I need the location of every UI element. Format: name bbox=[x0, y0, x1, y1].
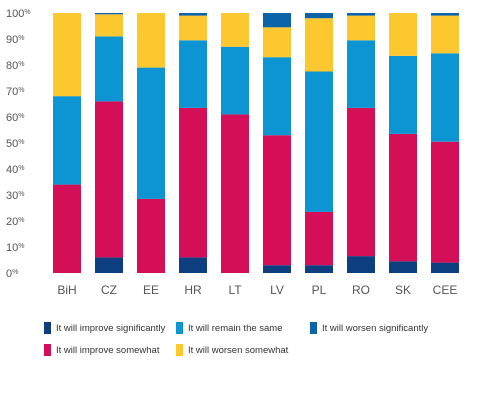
bar-segment-ee-it-will-worsen-somewhat bbox=[137, 13, 165, 68]
bar-segment-bih-it-will-worsen-somewhat bbox=[53, 13, 81, 97]
legend-item: It will worsen significantly bbox=[310, 322, 428, 334]
bar-segment-pl-it-will-improve-significantly bbox=[305, 265, 333, 273]
bar-segment-lv-it-will-improve-significantly bbox=[263, 265, 291, 273]
x-tick-label: CZ bbox=[101, 283, 117, 297]
bar-segment-pl-it-will-improve-somewhat bbox=[305, 211, 333, 266]
y-tick-label: 100% bbox=[6, 8, 31, 20]
legend-item: It will improve significantly bbox=[44, 322, 165, 334]
bar-segment-cee-it-will-improve-somewhat bbox=[431, 141, 459, 263]
x-tick-label: HR bbox=[184, 283, 202, 297]
bar-segment-sk-it-will-improve-significantly bbox=[389, 261, 417, 273]
legend-item: It will improve somewhat bbox=[44, 344, 159, 356]
bar-segment-lv-it-will-worsen-significantly bbox=[263, 13, 291, 28]
bar-segment-lt-it-will-worsen-somewhat bbox=[221, 13, 249, 47]
bar-segment-lv-it-will-improve-somewhat bbox=[263, 135, 291, 266]
bar-segment-hr-it-will-remain-the-same bbox=[179, 40, 207, 108]
bar-segment-ro-it-will-worsen-significantly bbox=[347, 13, 375, 16]
legend-label: It will improve significantly bbox=[56, 322, 166, 334]
y-tick-label: 60% bbox=[6, 112, 24, 124]
x-tick-label: EE bbox=[143, 283, 159, 297]
y-tick-label: 70% bbox=[6, 86, 24, 98]
bar-segment-cz-it-will-improve-somewhat bbox=[95, 101, 123, 258]
bar-segment-cee-it-will-improve-significantly bbox=[431, 262, 459, 273]
y-tick-label: 80% bbox=[6, 60, 24, 72]
x-tick-label: LV bbox=[270, 283, 284, 297]
legend-swatch bbox=[44, 344, 51, 356]
bar-segment-ro-it-will-improve-somewhat bbox=[347, 107, 375, 257]
x-tick-label: BiH bbox=[57, 283, 76, 297]
bar-segment-cz-it-will-worsen-somewhat bbox=[95, 14, 123, 37]
legend-label: It will worsen somewhat bbox=[188, 344, 289, 356]
bar-segment-lt-it-will-improve-somewhat bbox=[221, 114, 249, 274]
legend-item: It will remain the same bbox=[176, 322, 283, 334]
y-tick-label: 10% bbox=[6, 242, 24, 254]
bar-segment-cz-it-will-improve-significantly bbox=[95, 257, 123, 273]
legend-swatch bbox=[176, 322, 183, 334]
bar-segment-cee-it-will-worsen-significantly bbox=[431, 13, 459, 16]
bar-segment-lv-it-will-worsen-somewhat bbox=[263, 27, 291, 58]
bar-segment-ro-it-will-worsen-somewhat bbox=[347, 15, 375, 41]
x-tick-label: PL bbox=[312, 283, 327, 297]
x-tick-label: LT bbox=[228, 283, 242, 297]
bar-segment-pl-it-will-remain-the-same bbox=[305, 71, 333, 212]
bar-segment-hr-it-will-improve-significantly bbox=[179, 257, 207, 273]
legend-swatch bbox=[310, 322, 317, 334]
y-tick-label: 50% bbox=[6, 138, 24, 150]
y-tick-label: 0% bbox=[6, 268, 18, 280]
legend-swatch bbox=[176, 344, 183, 356]
x-tick-label: SK bbox=[395, 283, 411, 297]
x-tick-label: RO bbox=[352, 283, 370, 297]
bar-segment-lv-it-will-remain-the-same bbox=[263, 57, 291, 136]
bar-segment-lt-it-will-remain-the-same bbox=[221, 46, 249, 115]
bar-segment-cz-it-will-worsen-significantly bbox=[95, 13, 123, 15]
bar-segment-hr-it-will-worsen-somewhat bbox=[179, 15, 207, 41]
legend-label: It will improve somewhat bbox=[56, 344, 160, 356]
y-tick-label: 30% bbox=[6, 190, 24, 202]
bar-segment-pl-it-will-worsen-significantly bbox=[305, 13, 333, 19]
bar-segment-bih-it-will-remain-the-same bbox=[53, 96, 81, 185]
bar-segment-ro-it-will-remain-the-same bbox=[347, 40, 375, 108]
x-tick-label: CEE bbox=[433, 283, 458, 297]
bar-segment-cee-it-will-worsen-somewhat bbox=[431, 15, 459, 54]
bar-segment-hr-it-will-improve-somewhat bbox=[179, 107, 207, 258]
bar-segment-hr-it-will-worsen-significantly bbox=[179, 13, 207, 16]
y-tick-label: 20% bbox=[6, 216, 24, 228]
bar-segment-cee-it-will-remain-the-same bbox=[431, 53, 459, 142]
bar-segment-ro-it-will-improve-significantly bbox=[347, 256, 375, 273]
y-tick-label: 40% bbox=[6, 164, 24, 176]
bar-segment-sk-it-will-worsen-somewhat bbox=[389, 13, 417, 56]
legend-label: It will remain the same bbox=[188, 322, 283, 334]
y-tick-label: 90% bbox=[6, 34, 24, 46]
legend-swatch bbox=[44, 322, 51, 334]
bar-segment-ee-it-will-improve-somewhat bbox=[137, 198, 165, 273]
bar-segment-sk-it-will-improve-somewhat bbox=[389, 133, 417, 262]
bar-segment-bih-it-will-improve-somewhat bbox=[53, 184, 81, 273]
bar-segment-pl-it-will-worsen-somewhat bbox=[305, 18, 333, 72]
bar-segment-ee-it-will-remain-the-same bbox=[137, 67, 165, 199]
bar-segment-cz-it-will-remain-the-same bbox=[95, 36, 123, 102]
legend-label: It will worsen significantly bbox=[322, 322, 429, 334]
bar-segment-sk-it-will-remain-the-same bbox=[389, 55, 417, 134]
legend-item: It will worsen somewhat bbox=[176, 344, 288, 356]
